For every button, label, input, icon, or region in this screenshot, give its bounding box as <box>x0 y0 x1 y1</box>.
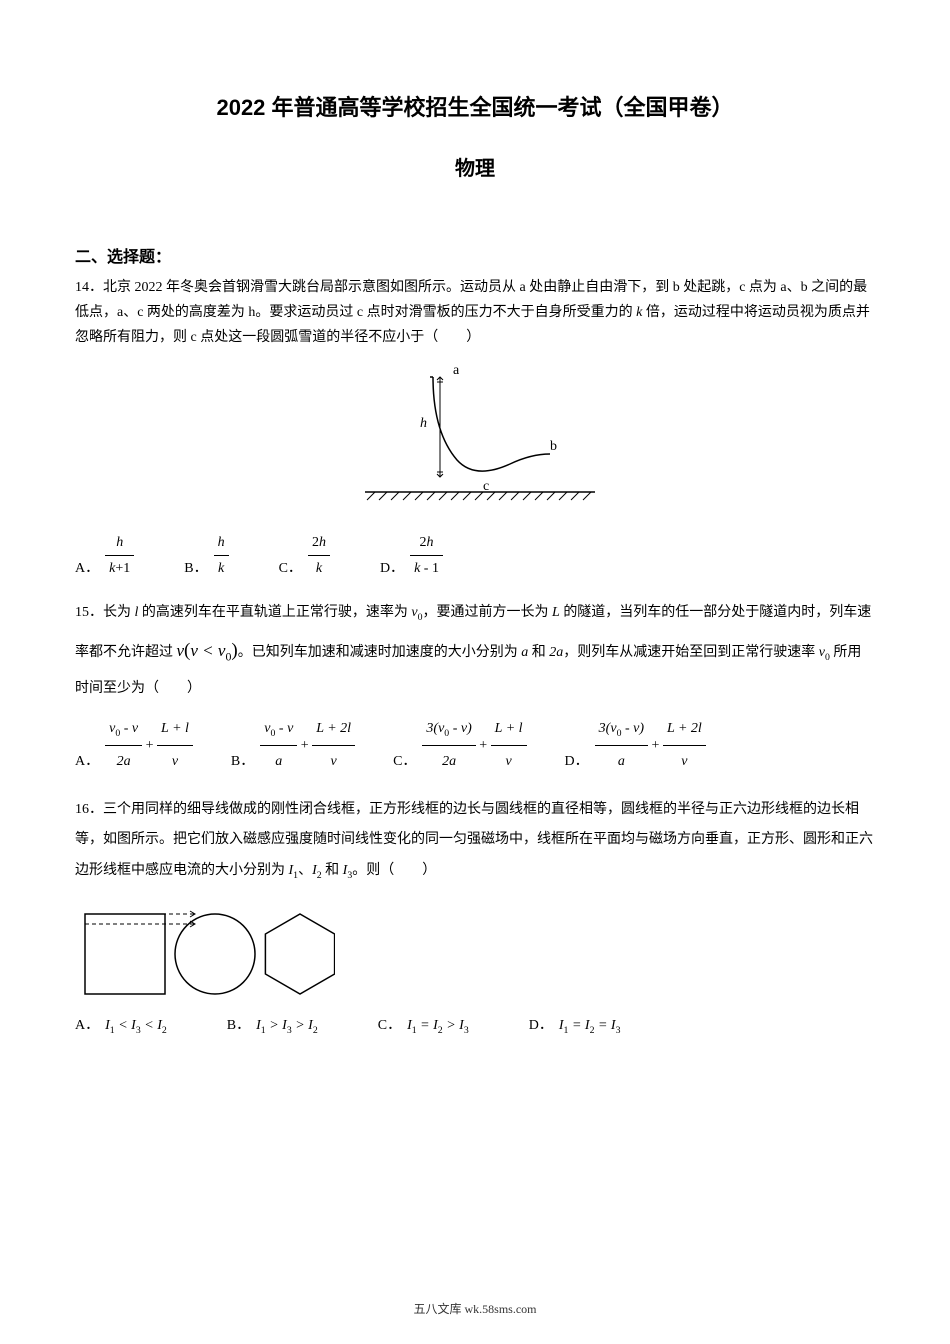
question-16: 16．三个用同样的细导线做成的刚性闭合线框，正方形线框的边长与圆线框的直径相等，… <box>75 795 875 1042</box>
q16-t1: 三个用同样的细导线做成的刚性闭合线框，正方形线框的边长与圆线框的直径相等，圆线框… <box>75 802 873 879</box>
q15-option-c: C． 3(v0 - v)2a + L + lv <box>393 713 526 779</box>
q15-2a: 2a <box>549 645 563 660</box>
q15-t6: 和 <box>528 645 549 660</box>
q16-option-a: A． I1 < I3 < I2 <box>75 1011 167 1042</box>
q16-I1: I1 <box>289 863 299 878</box>
q16-opt-d-expr: I1 = I2 = I3 <box>559 1011 621 1042</box>
q15-v0-1: v0 <box>411 605 422 620</box>
q16-opt-b-label: B． <box>227 1011 250 1042</box>
q15-options: A． v0 - v2a + L + lv B． v0 - va + L + 2l… <box>75 713 875 779</box>
q15-t7: ，则列车从减速开始至回到正常行驶速率 <box>563 645 819 660</box>
diagram-label-c: c <box>483 479 489 494</box>
q15-t1: 长为 <box>103 605 135 620</box>
q15-opt-d-expr: 3(v0 - v)a + L + 2lv <box>595 713 706 779</box>
frac-num-h: h <box>427 535 434 550</box>
v-mid: v < v <box>190 641 225 660</box>
section-header: 二、选择题： <box>75 245 875 271</box>
q15-opt-c-label: C． <box>393 746 416 778</box>
q16-opt-a-label: A． <box>75 1011 99 1042</box>
frac-num-h: h <box>319 535 326 550</box>
q16-options: A． I1 < I3 < I2 B． I1 > I3 > I2 C． I1 = … <box>75 1011 875 1042</box>
frac-num: h <box>116 535 123 550</box>
q15-L: L <box>552 605 560 620</box>
q14-text: 14．北京 2022 年冬奥会首钢滑雪大跳台局部示意图如图所示。运动员从 a 处… <box>75 275 875 351</box>
q14-option-d: D． 2h k - 1 <box>380 530 443 581</box>
q15-opt-b-label: B． <box>231 746 254 778</box>
q15-opt-b-expr: v0 - va + L + 2lv <box>260 713 355 779</box>
q15-t3: ，要通过前方一长为 <box>423 605 553 620</box>
diagram-label-a: a <box>453 363 460 378</box>
q16-t3: 和 <box>322 863 343 878</box>
frac-den-plus: +1 <box>115 561 130 576</box>
q16-shapes <box>75 899 875 999</box>
question-15: 15．长为 l 的高速列车在平直轨道上正常行驶，速率为 v0，要通过前方一长为 … <box>75 597 875 779</box>
q16-number: 16． <box>75 802 103 817</box>
q14-opt-c-frac: 2h k <box>308 530 330 581</box>
frac-den: k <box>214 556 229 581</box>
q14-option-a: A． h k+1 <box>75 530 134 581</box>
q14-options: A． h k+1 B． h k C． 2h k D． 2h k - 1 <box>75 530 875 581</box>
q16-text: 16．三个用同样的细导线做成的刚性闭合线框，正方形线框的边长与圆线框的直径相等，… <box>75 795 875 887</box>
frac-num-2: 2 <box>420 535 427 550</box>
q14-diagram: a h b c <box>75 362 875 521</box>
q14-option-c: C． 2h k <box>279 530 330 581</box>
q14-opt-d-frac: 2h k - 1 <box>410 530 443 581</box>
q16-opt-d-label: D． <box>529 1011 553 1042</box>
q14-opt-a-label: A． <box>75 556 99 581</box>
q15-option-a: A． v0 - v2a + L + lv <box>75 713 193 779</box>
q14-number: 14． <box>75 280 103 295</box>
q16-option-b: B． I1 > I3 > I2 <box>227 1011 318 1042</box>
frac-den: k <box>308 556 330 581</box>
q15-vexpr: v(v < v0) <box>177 641 238 660</box>
q16-I2: I2 <box>312 863 322 878</box>
q16-opt-b-expr: I1 > I3 > I2 <box>256 1011 318 1042</box>
q14-option-b: B． h k <box>184 530 228 581</box>
q16-option-d: D． I1 = I2 = I3 <box>529 1011 621 1042</box>
q16-t4: 。则（ ） <box>352 863 436 878</box>
q16-I3: I3 <box>343 863 353 878</box>
q15-v0-2: v0 <box>819 645 830 660</box>
v-pre: v <box>177 641 185 660</box>
q15-option-d: D． 3(v0 - v)a + L + 2lv <box>565 713 706 779</box>
shapes-svg <box>75 899 335 999</box>
q14-opt-b-frac: h k <box>214 530 229 581</box>
q14-opt-c-label: C． <box>279 556 302 581</box>
diagram-label-b: b <box>550 439 557 454</box>
q15-text: 15．长为 l 的高速列车在平直轨道上正常行驶，速率为 v0，要通过前方一长为 … <box>75 597 875 705</box>
q16-opt-c-label: C． <box>378 1011 401 1042</box>
q15-option-b: B． v0 - va + L + 2lv <box>231 713 355 779</box>
page-footer: 五八文库 wk.58sms.com <box>0 1300 950 1319</box>
q15-number: 15． <box>75 605 103 620</box>
subject-title: 物理 <box>75 153 875 185</box>
frac-num: h <box>214 530 229 556</box>
q16-option-c: C． I1 = I2 > I3 <box>378 1011 469 1042</box>
q16-opt-a-expr: I1 < I3 < I2 <box>105 1011 167 1042</box>
q14-opt-d-label: D． <box>380 556 404 581</box>
q15-opt-a-expr: v0 - v2a + L + lv <box>105 713 193 779</box>
diagram-label-h: h <box>420 416 427 431</box>
q14-opt-a-frac: h k+1 <box>105 530 134 581</box>
q15-opt-a-label: A． <box>75 746 99 778</box>
q15-opt-c-expr: 3(v0 - v)2a + L + lv <box>422 713 526 779</box>
q15-t2: 的高速列车在平直轨道上正常行驶，速率为 <box>138 605 411 620</box>
q16-t2: 、 <box>298 863 312 878</box>
frac-den-minus: - 1 <box>420 561 439 576</box>
q16-opt-c-expr: I1 = I2 > I3 <box>407 1011 469 1042</box>
q14-opt-b-label: B． <box>184 556 207 581</box>
frac-num-2: 2 <box>312 535 319 550</box>
question-14: 14．北京 2022 年冬奥会首钢滑雪大跳台局部示意图如图所示。运动员从 a 处… <box>75 275 875 581</box>
q15-t5: 。已知列车加速和减速时加速度的大小分别为 <box>238 645 522 660</box>
exam-title: 2022 年普通高等学校招生全国统一考试（全国甲卷） <box>75 90 875 125</box>
q15-opt-d-label: D． <box>565 746 589 778</box>
ski-diagram-svg: a h b c <box>325 362 625 512</box>
